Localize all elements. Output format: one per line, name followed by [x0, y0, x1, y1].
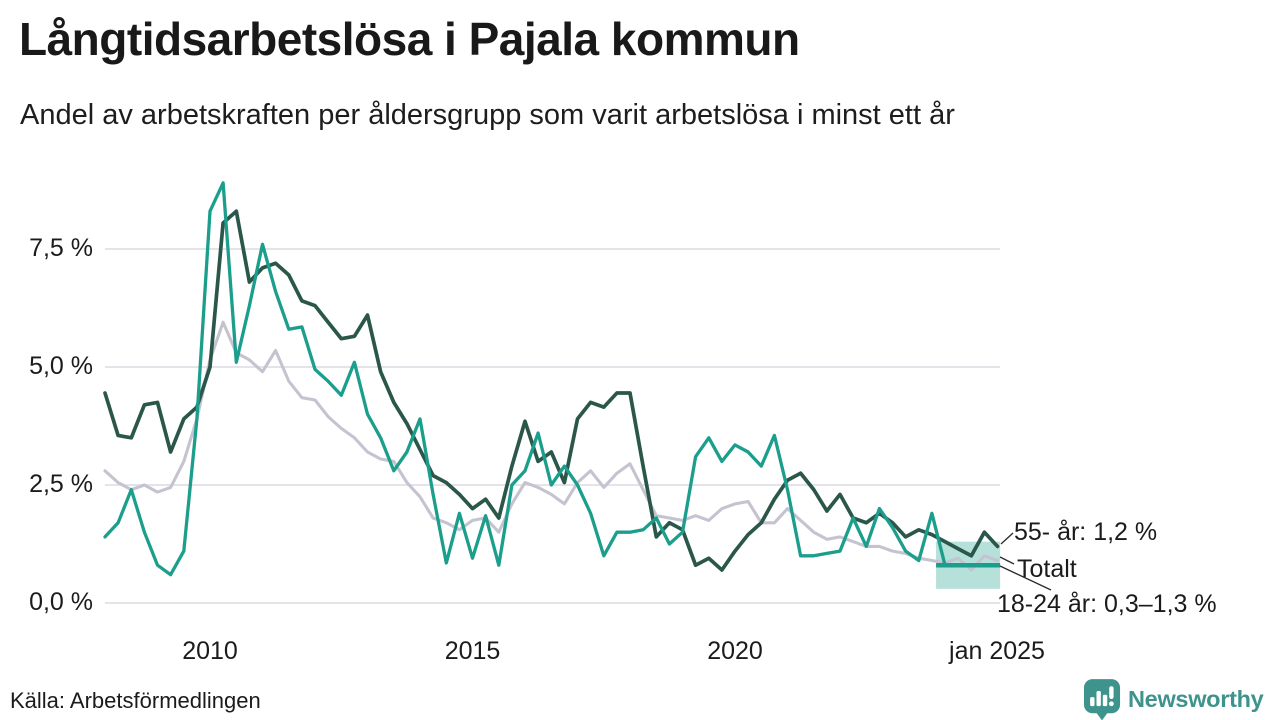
annotation-connector-0 [1000, 532, 1014, 545]
y-tick-label-5: 5,0 % [29, 352, 93, 380]
annotation-55plus: 55- år: 1,2 % [1014, 518, 1158, 546]
newsworthy-pin-icon [1083, 679, 1121, 720]
y-tick-label-7.5: 7,5 % [29, 234, 93, 262]
x-tick-label-2025: jan 2025 [949, 637, 1045, 665]
annotation-18-24: 18-24 år: 0,3–1,3 % [997, 590, 1217, 618]
series-line-55-r [103, 209, 1000, 572]
newsworthy-wordmark: Newsworthy [1128, 686, 1264, 712]
chart-subtitle: Andel av arbetskraften per åldersgrupp s… [20, 99, 955, 131]
y-tick-label-0: 0,0 % [29, 588, 93, 616]
source-caption: Källa: Arbetsförmedlingen [10, 688, 261, 713]
newsworthy-logo: Newsworthy [1083, 678, 1264, 720]
chart-title: Långtidsarbetslösa i Pajala kommun [19, 13, 800, 65]
y-tick-label-2.5: 2,5 % [29, 470, 93, 498]
x-tick-label-2020: 2020 [707, 637, 763, 665]
x-tick-label-2015: 2015 [444, 637, 501, 665]
series-line-18-24-r [103, 181, 1000, 577]
series-line-Totalt [103, 320, 1000, 572]
annotation-connector-1 [999, 556, 1015, 565]
annotation-connector-2 [999, 565, 1052, 591]
annotation-total: Totalt [1017, 555, 1077, 583]
x-tick-label-2010: 2010 [182, 637, 238, 665]
